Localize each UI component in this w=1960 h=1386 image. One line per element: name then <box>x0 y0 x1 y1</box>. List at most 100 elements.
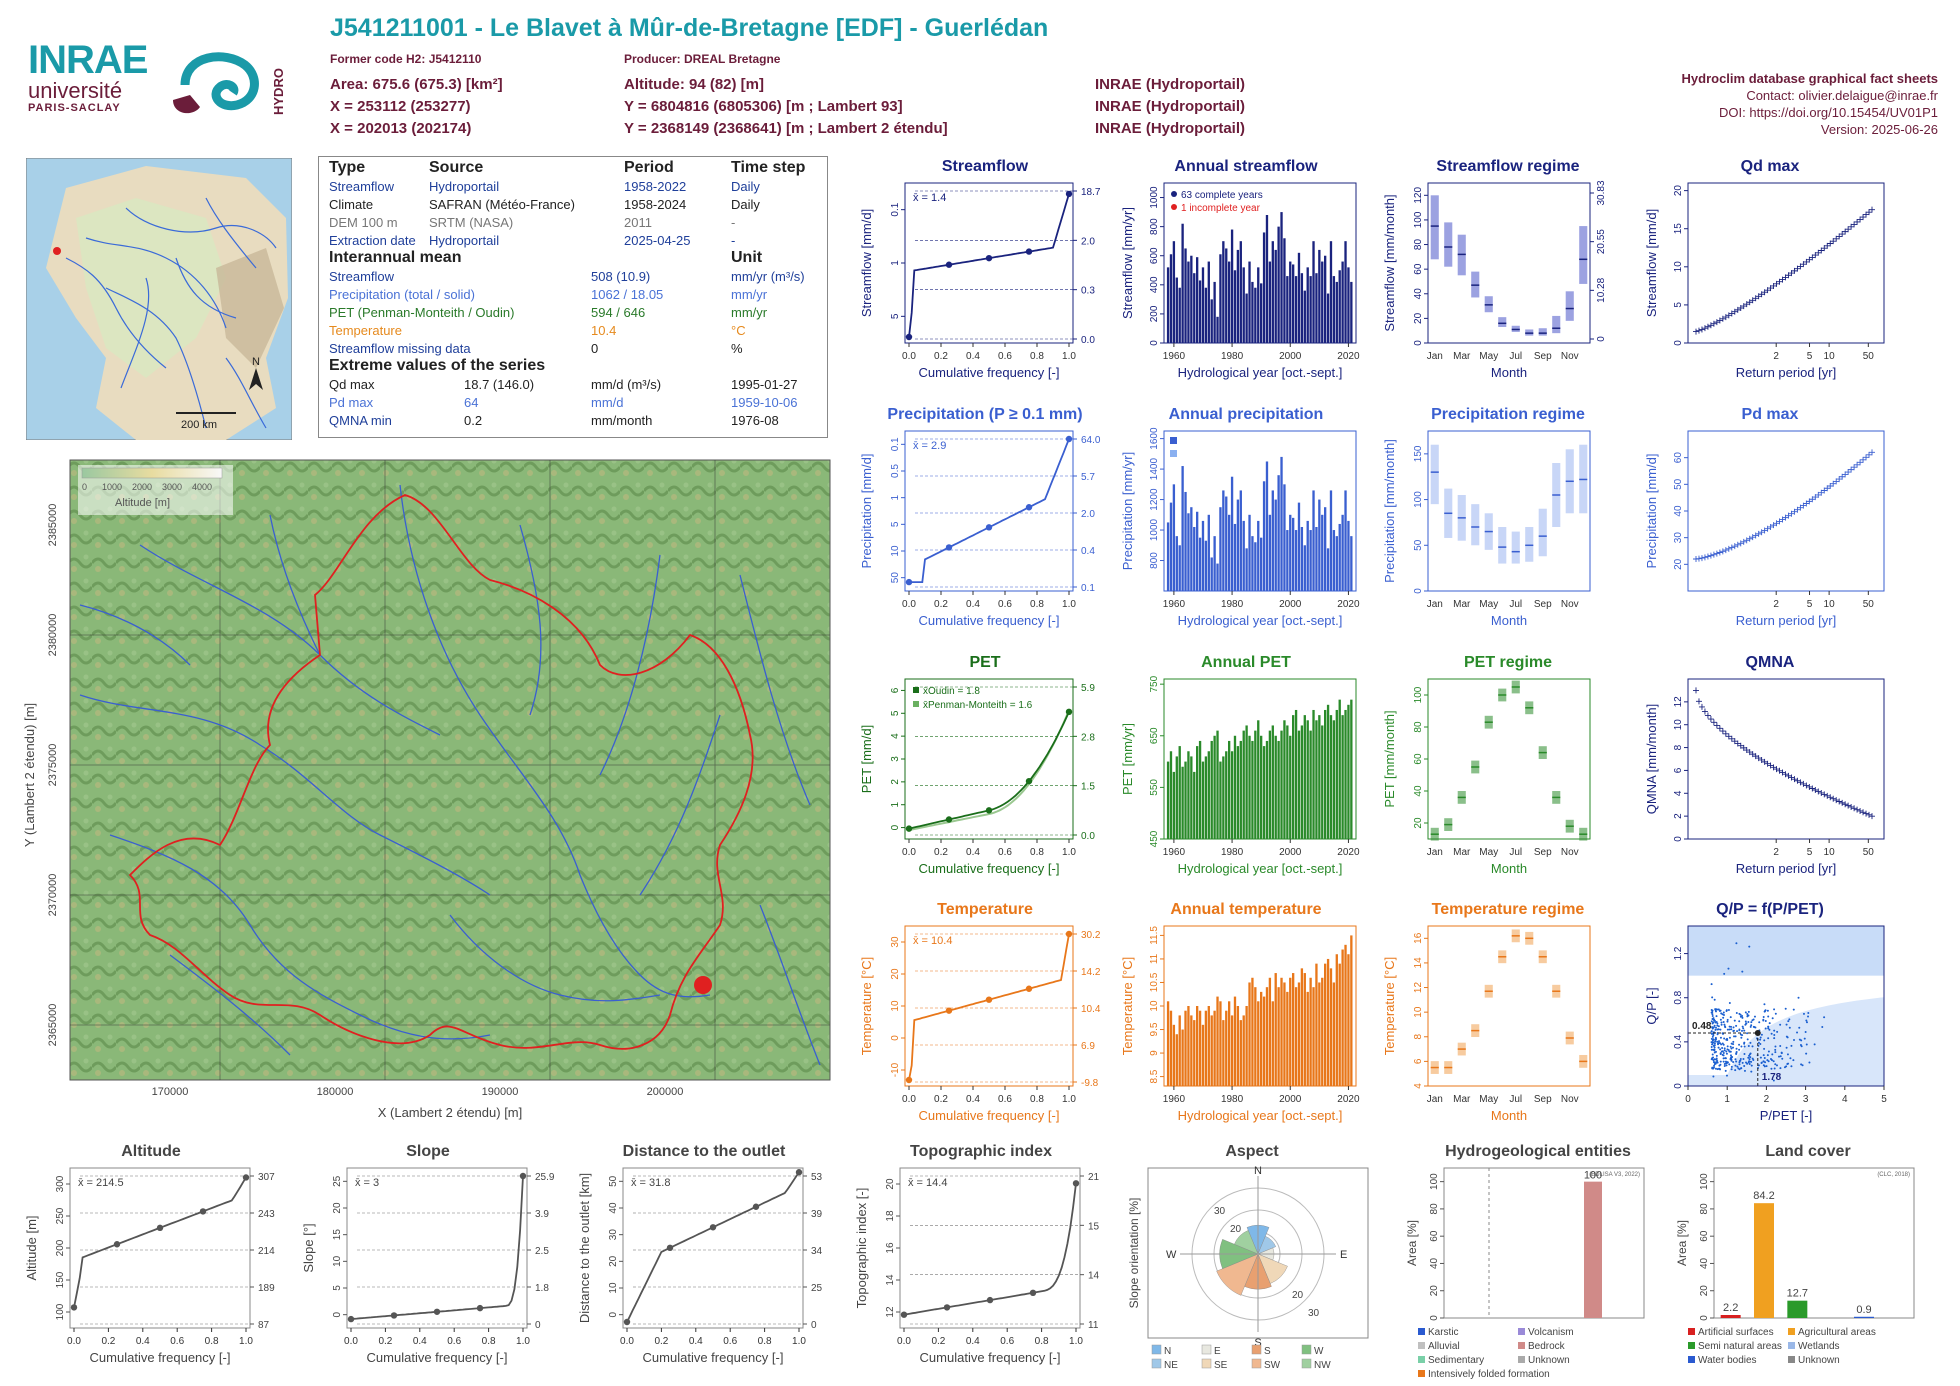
x-tick-label: 1.0 <box>1062 847 1076 858</box>
y-tick-label: 40 <box>1413 785 1424 797</box>
legend-label: Intensively folded formation <box>1428 1369 1550 1380</box>
annual-bar <box>1236 1006 1240 1086</box>
quantile-point <box>1025 777 1033 785</box>
y-tick-label: 0 <box>1413 588 1424 594</box>
annual-bar <box>1184 491 1187 591</box>
x-axis-label: Cumulative frequency [-] <box>367 1350 508 1365</box>
annual-bar <box>1219 507 1222 591</box>
q-p-point <box>1729 1054 1732 1057</box>
return-point <box>1863 454 1870 461</box>
x-tick-label: 3 <box>1803 1094 1809 1105</box>
annual-bar <box>1318 982 1321 1086</box>
y-tick-label: 20 <box>1673 185 1684 197</box>
col-period: Period <box>624 159 674 176</box>
q-p-point <box>1821 1025 1824 1028</box>
q-p-point <box>1765 1065 1768 1068</box>
q-p-point <box>1713 1042 1716 1045</box>
right-tick-label: 87 <box>258 1320 270 1331</box>
annual-bar <box>1216 730 1219 839</box>
q-p-point <box>1749 1041 1752 1044</box>
q-p-point <box>1813 1043 1816 1046</box>
x-tick-label: 5 <box>1807 351 1813 362</box>
source-label: (BDLISA V3, 2022) <box>1589 1172 1640 1178</box>
right-tick-label: 6.9 <box>1081 1041 1095 1052</box>
q-p-point <box>1730 1025 1733 1028</box>
info-table: Type Source Period Time step Streamflow … <box>318 156 828 438</box>
annual-bar <box>1350 281 1353 343</box>
x-axis-label: Month <box>1491 613 1527 628</box>
annual-bar <box>1245 725 1248 839</box>
legend-swatch <box>913 687 919 693</box>
annual-bar <box>1277 987 1280 1086</box>
y-tick-label: 18 <box>885 1210 896 1222</box>
quantile-point <box>943 1304 951 1311</box>
q-p-point <box>1762 1019 1765 1022</box>
y-tick-label: 10 <box>890 545 901 557</box>
y-tick-label: 50 <box>1673 478 1684 490</box>
annual-bar <box>1169 1010 1173 1086</box>
map-y-tick: 2375000 <box>47 744 59 787</box>
x-tick-label: 2 <box>1773 599 1779 610</box>
return-point <box>1860 809 1867 816</box>
y-tick-label: 9.5 <box>1149 1022 1160 1036</box>
alt-legend-tick: 2000 <box>132 482 152 492</box>
x-tick-label: Mar <box>1453 847 1471 858</box>
right-tick-label: 25.9 <box>535 1172 555 1183</box>
q-p-point <box>1710 1037 1713 1040</box>
q-p-point <box>1743 1053 1746 1056</box>
return-point <box>1833 797 1840 804</box>
return-point <box>1695 555 1702 562</box>
y-tick-label: 60 <box>1413 263 1424 275</box>
legend-label: N <box>1164 1346 1171 1357</box>
return-point <box>1693 687 1699 694</box>
q-p-point <box>1739 1015 1742 1018</box>
y-axis-label: Precipitation [mm/d] <box>859 454 874 569</box>
q-p-point <box>1720 1023 1723 1026</box>
series-line <box>908 933 1070 1081</box>
q-p-point <box>1721 1047 1724 1050</box>
q-p-point <box>1719 1036 1722 1039</box>
annual-bar <box>1242 267 1245 343</box>
y-tick-label: 5 <box>332 1285 343 1291</box>
annual-bar <box>1175 756 1178 839</box>
annual-bar <box>1166 522 1170 591</box>
annual-bar <box>1292 517 1295 591</box>
annual-bar <box>1286 276 1289 343</box>
legend-label: 63 complete years <box>1181 190 1263 201</box>
y-tick-label: 20 <box>608 1255 619 1267</box>
x-tick-label: 1.0 <box>1062 599 1076 610</box>
annual-bar <box>1233 270 1237 343</box>
q-p-point <box>1732 1029 1735 1032</box>
plot-frame <box>904 182 1074 344</box>
inrae-logo-text: INRAE <box>28 38 148 82</box>
annual-bar <box>1233 523 1237 591</box>
chart-annual_temperature: Annual temperature 8.5 9 9.5 10 10.5 11 11.5 196… <box>1120 901 1360 1123</box>
x-tick-label: Mar <box>1453 599 1471 610</box>
x-tick-label: May <box>1479 599 1498 610</box>
q-p-point <box>1711 1041 1714 1044</box>
y-axis-label: Temperature [°C] <box>859 957 874 1055</box>
plot-frame <box>1687 678 1885 840</box>
return-point <box>1809 785 1816 792</box>
legend-label: Artificial surfaces <box>1698 1327 1774 1338</box>
doi-link[interactable]: DOI: https://doi.org/10.15454/UV01P1 <box>1719 105 1938 120</box>
q-p-point <box>1753 1026 1756 1029</box>
q-p-point <box>1805 1043 1808 1046</box>
legend-swatch <box>1151 1344 1162 1355</box>
annual-bar <box>1251 536 1254 591</box>
x-tick-label: 5 <box>1807 847 1813 858</box>
return-point <box>1728 544 1735 551</box>
x-tick-label: 0.2 <box>654 1336 668 1347</box>
q-p-point <box>1710 1032 1713 1035</box>
q-p-point <box>1803 1037 1806 1040</box>
x-tick-label: 0.2 <box>934 1094 948 1105</box>
annual-bar <box>1338 523 1341 591</box>
q-p-point <box>1730 1028 1733 1031</box>
x-tick-label: 1960 <box>1163 1094 1186 1105</box>
chart-title: Hydrogeological entities <box>1445 1143 1631 1160</box>
q-p-point <box>1734 1035 1737 1038</box>
x-tick-label: Jan <box>1427 1094 1443 1105</box>
y-tick-label: 0 <box>608 1311 619 1317</box>
contact[interactable]: Contact: olivier.delaigue@inrae.fr <box>1746 88 1938 103</box>
